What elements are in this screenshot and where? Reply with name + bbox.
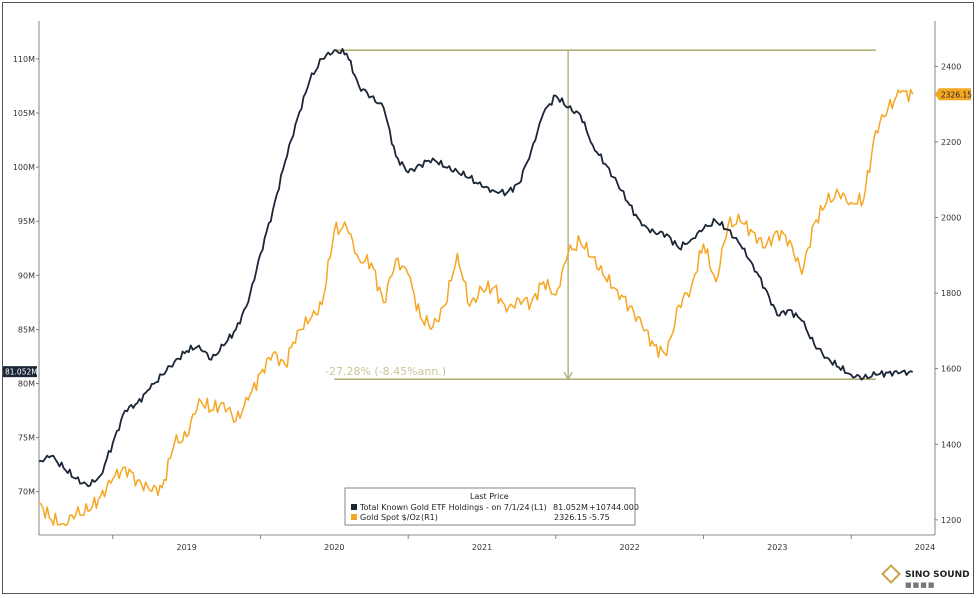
legend-swatch-etf: [351, 504, 357, 510]
x-tick-label: 2022: [619, 543, 639, 552]
legend: Last Price Total Known Gold ETF Holdings…: [344, 487, 639, 526]
left-tick-label: 90M: [18, 271, 35, 280]
x-axis-ticks: 2019 2020 2021 2022 2023 2024: [112, 535, 935, 552]
right-last-value-badge: 2326.15: [935, 88, 972, 101]
left-tick-label: 105M: [13, 109, 35, 118]
left-axis-ticks: 70M 75M 80M 85M 90M 95M 100M 105M 110M: [13, 55, 39, 497]
sino-sound-logo: SINO SOUND ■■■■: [881, 564, 970, 589]
legend-name-gold: Gold Spot $/Oz: [360, 513, 420, 522]
left-tick-label: 80M: [18, 380, 35, 389]
x-tick-label: 2020: [324, 543, 344, 552]
etf-holdings-line: [38, 48, 914, 488]
x-tick-label: 2023: [767, 543, 787, 552]
logo-text: SINO SOUND: [905, 570, 970, 580]
legend-value-gold: 2326.15: [554, 513, 587, 522]
left-tick-label: 110M: [13, 55, 35, 64]
right-tick-label: 2200: [941, 138, 961, 147]
left-badge-value: 81.052M: [5, 368, 38, 377]
right-tick-label: 1200: [941, 516, 961, 525]
legend-value-etf: 81.052M: [553, 503, 588, 512]
left-tick-label: 95M: [18, 217, 35, 226]
right-badge-box: [935, 88, 971, 101]
drawdown-arrow-head: [563, 371, 573, 381]
left-tick-label: 85M: [18, 325, 35, 334]
legend-box: [344, 487, 636, 526]
x-tick-label: 2024: [915, 543, 935, 552]
x-tick-label: 2019: [176, 543, 196, 552]
legend-change-gold: -5.75: [589, 513, 610, 522]
drawdown-label: -27.28% (-8.45%ann.): [325, 365, 446, 378]
legend-axis-etf: (L1): [531, 503, 547, 512]
legend-change-etf: +10744.000: [589, 503, 639, 512]
right-tick-label: 2000: [941, 214, 961, 223]
left-last-value-badge: 81.052M: [3, 366, 38, 378]
drawdown-annotation: -27.28% (-8.45%ann.): [325, 49, 876, 381]
x-tick-label: 2021: [472, 543, 492, 552]
right-tick-label: 2400: [941, 62, 961, 71]
right-tick-label: 1600: [941, 365, 961, 374]
left-tick-label: 70M: [18, 488, 35, 497]
left-tick-label: 100M: [13, 163, 35, 172]
right-tick-label: 1400: [941, 440, 961, 449]
legend-title: Last Price: [470, 492, 509, 501]
legend-entry-gold: Gold Spot $/Oz (R1) 2326.15 -5.75: [351, 513, 610, 522]
right-tick-label: 1800: [941, 289, 961, 298]
right-axis-ticks: 1200 1400 1600 1800 2000 2200 2400: [935, 62, 961, 525]
left-tick-label: 75M: [18, 434, 35, 443]
legend-swatch-gold: [351, 514, 357, 520]
left-badge-box: [3, 366, 37, 378]
legend-axis-gold: (R1): [421, 513, 438, 522]
legend-name-etf: Total Known Gold ETF Holdings - on 7/1/2…: [359, 503, 530, 512]
right-badge-value: 2326.15: [941, 90, 972, 99]
legend-entry-etf: Total Known Gold ETF Holdings - on 7/1/2…: [351, 503, 639, 512]
gold-spot-line: [38, 88, 914, 527]
logo-subtext: ■■■■: [905, 581, 935, 589]
logo-diamond-icon: [881, 564, 901, 584]
